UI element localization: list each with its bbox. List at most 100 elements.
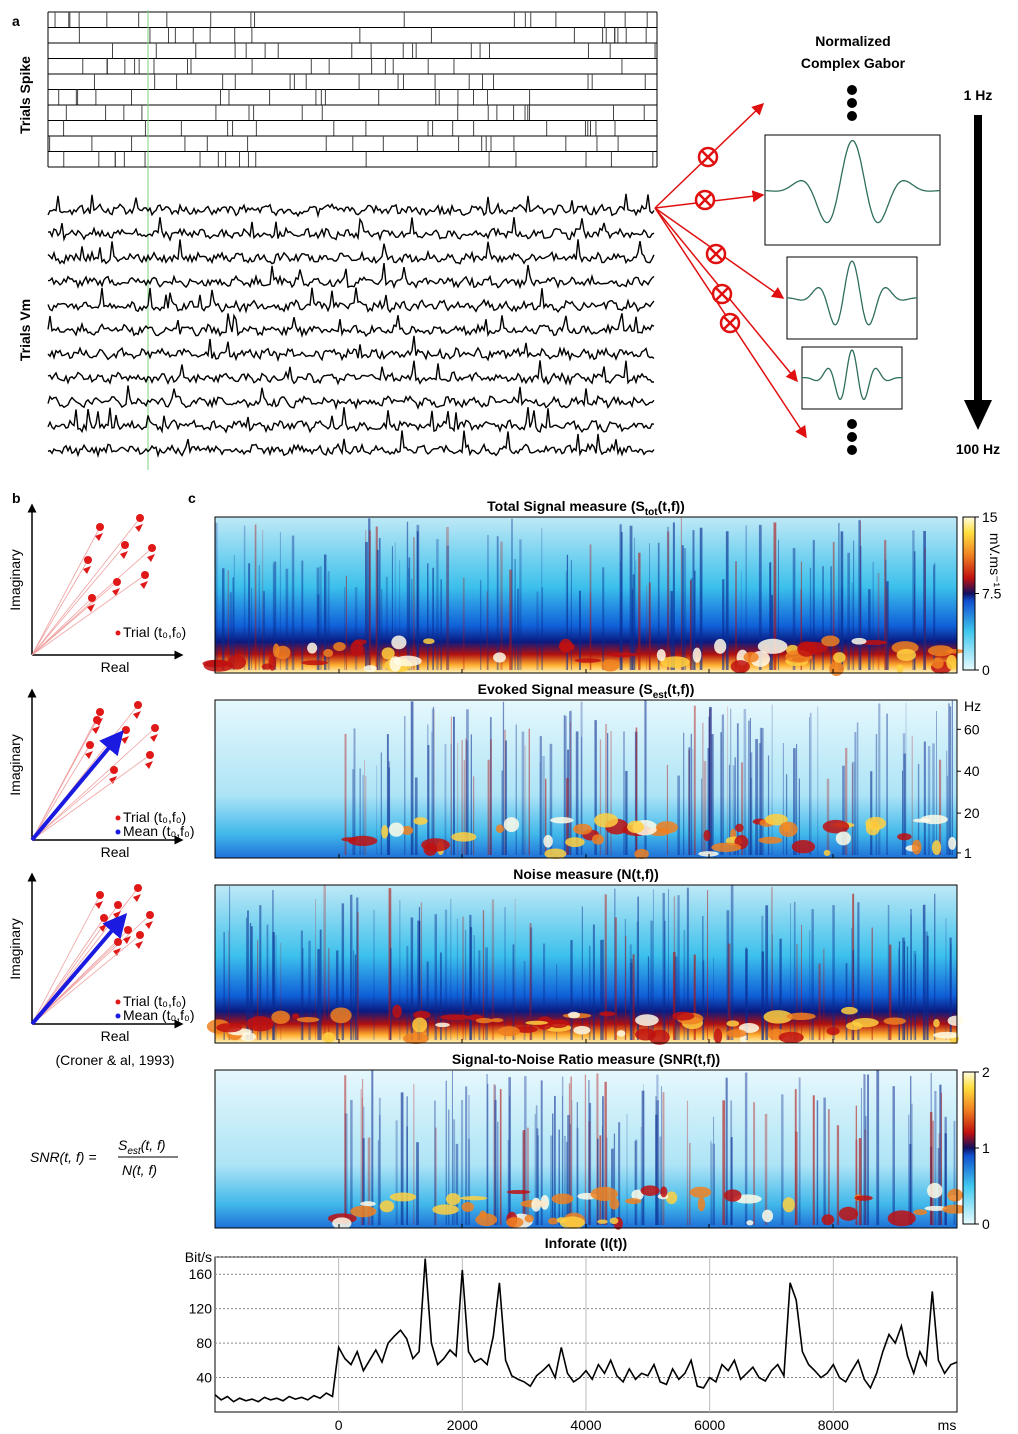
heatmap-blob (625, 1198, 642, 1205)
heatmap-streak (569, 1123, 571, 1225)
heatmap-streak (431, 731, 433, 855)
heatmap-streak (910, 915, 912, 1040)
heatmap-streak (479, 580, 482, 670)
heatmap-streak (605, 723, 608, 855)
heatmap-streak (588, 1102, 592, 1225)
heatmap-streak (888, 944, 892, 1040)
heatmap-streak (473, 935, 475, 1040)
freq-arrow (974, 115, 982, 405)
heatmap-streak (902, 770, 903, 855)
trial-point (100, 914, 108, 922)
heatmap-streak (254, 524, 257, 670)
conv-symbol (715, 287, 729, 301)
heatmap-streak (466, 709, 469, 855)
heatmap-streak (771, 704, 773, 855)
heatmap-streak (232, 577, 234, 670)
heatmap-streak (558, 1129, 561, 1225)
heatmap-streak (351, 769, 355, 855)
heatmap-streak (517, 588, 519, 670)
heatmap-streak (727, 943, 731, 1040)
x-tick-label: 4000 (570, 1417, 601, 1433)
x-tick-label: 0 (335, 1417, 343, 1433)
heatmap-streak (487, 759, 490, 855)
heatmap-streak (446, 545, 450, 670)
heatmap-streak (308, 940, 311, 1040)
heatmap-streak (832, 905, 835, 1040)
heatmap-streak (478, 950, 481, 1040)
heatmap-streak (785, 774, 788, 855)
x-unit: ms (938, 1417, 957, 1433)
map-title: Total Signal measure (Stot(t,f)) (487, 498, 685, 518)
heatmap-streak (432, 567, 434, 670)
heatmap-streak (722, 1100, 726, 1225)
heatmap-streak (666, 764, 668, 855)
heatmap-streak (353, 950, 355, 1040)
heatmap-streak (539, 736, 542, 855)
heatmap-streak (924, 547, 926, 670)
heatmap-streak (453, 716, 455, 855)
heatmap-streak (581, 736, 582, 855)
freq-tick-label: 60 (964, 721, 980, 737)
heatmap-streak (796, 744, 798, 855)
trial-point (121, 541, 129, 549)
heatmap-streak (683, 732, 685, 855)
conv-symbol (698, 193, 712, 207)
heatmap-streak (410, 701, 414, 855)
axis-label: Real (101, 844, 130, 860)
formula: N(t, f) (122, 1162, 157, 1178)
heatmap-streak (519, 539, 522, 670)
heatmap-blob (333, 641, 346, 652)
trial-vector (31, 917, 105, 1025)
heatmap-blob (514, 1026, 538, 1033)
heatmap-streak (581, 906, 583, 1040)
heatmap-streak (248, 563, 251, 670)
heatmap-streak (655, 1096, 657, 1225)
heatmap-blob (216, 1023, 243, 1033)
heatmap-streak (915, 954, 916, 1040)
heatmap-blob (640, 1185, 660, 1196)
heatmap-streak (847, 552, 850, 670)
heatmap-streak (450, 743, 452, 855)
heatmap-streak (328, 948, 330, 1040)
heatmap-streak (356, 897, 359, 1040)
heatmap-streak (257, 940, 259, 1040)
heatmap-streak (453, 1119, 456, 1225)
heatmap-streak (606, 733, 609, 855)
heatmap-streak (898, 941, 901, 1040)
legend-text: Trial (t₀,f₀) (123, 624, 186, 640)
heatmap-streak (887, 904, 890, 1040)
trial-point (148, 544, 156, 552)
heatmap-streak (416, 524, 420, 670)
heatmap-streak (486, 591, 488, 670)
heatmap-streak (664, 920, 666, 1040)
heatmap-streak (702, 722, 704, 855)
heatmap-streak (629, 525, 633, 670)
heatmap-blob (413, 817, 428, 825)
heatmap-streak (319, 929, 322, 1040)
heatmap-streak (523, 961, 526, 1040)
heatmap-streak (872, 561, 874, 670)
heatmap-streak (444, 743, 447, 855)
heatmap-streak (215, 522, 218, 670)
heatmap-streak (580, 701, 583, 855)
freq-unit: Hz (964, 698, 981, 714)
heatmap-streak (262, 530, 264, 670)
heatmap-streak (923, 530, 926, 670)
heatmap-streak (860, 520, 861, 670)
heatmap-streak (535, 1105, 538, 1225)
heatmap-bg (215, 1070, 957, 1228)
heatmap-streak (875, 734, 878, 855)
heatmap-streak (794, 1089, 797, 1225)
heatmap-streak (497, 1121, 499, 1225)
heatmap-streak (579, 590, 581, 670)
heatmap-blob (525, 1020, 549, 1025)
heatmap-streak (854, 731, 857, 855)
heatmap-streak (511, 518, 513, 670)
heatmap-streak (851, 927, 853, 1040)
formula: (t, f) (141, 1137, 166, 1153)
heatmap-blob (423, 843, 438, 856)
heatmap-blob (911, 839, 922, 855)
trial-point (122, 726, 130, 734)
vm-trace (47, 263, 655, 290)
heatmap-streak (638, 552, 641, 670)
